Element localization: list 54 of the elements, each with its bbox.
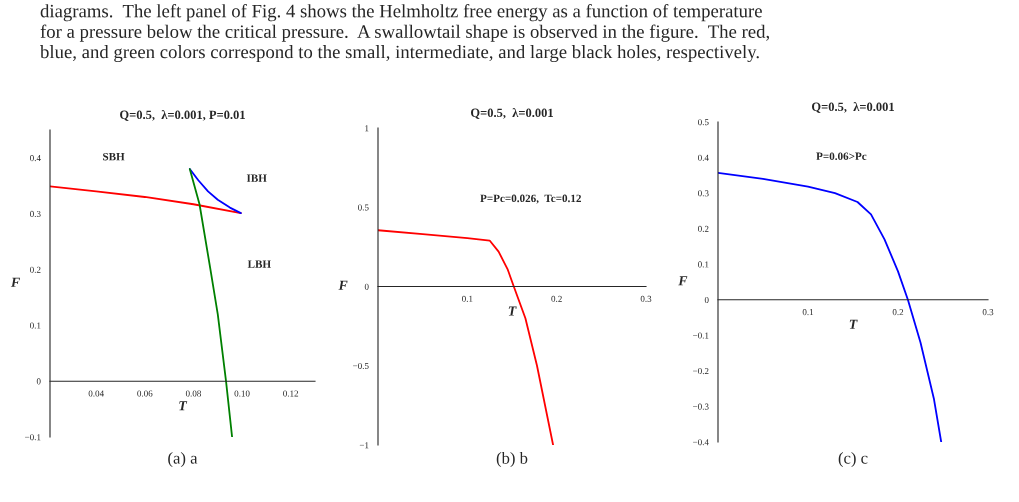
x-tick-label: 0.04 [88,390,104,397]
y-axis-title: F [678,276,688,286]
y-tick-label: 0.5 [698,119,709,126]
annotation: IBH [246,174,267,182]
x-tick-label: 0.2 [551,295,562,302]
y-tick-label: 0.1 [698,261,709,268]
y-tick-label: 0 [36,378,41,385]
x-axis-title: T [508,306,517,316]
x-tick-label: 0.1 [462,295,473,302]
x-axis-title: T [849,319,858,329]
y-tick-label: 0.1 [30,322,41,329]
y-axis-title: F [10,277,20,287]
y-tick-label: −0.1 [693,332,709,339]
y-tick-label: 0.5 [358,204,369,211]
y-axis-title: F [338,280,348,290]
y-tick-label: −0.5 [353,362,369,370]
line-series [718,171,943,442]
x-tick-label: 0.3 [982,309,994,316]
text: (a) a [168,452,198,468]
chart-title: Q=0.5, λ=0.001 [811,102,894,113]
y-tick-label: 0.2 [698,225,709,232]
y-tick-label: 0 [364,283,369,290]
line-series [188,168,234,437]
x-tick-label: 0.1 [802,309,814,316]
text: diagrams. The left panel of Fig. 4 shows the Helmholtz free energy as a function of temperature for a pressure below the critical pressure. A swallowtail shape is observed in the figure. The red, blue, and green colors correspond to the small, intermediate, and large black holes, respectively. [40,4,769,63]
chart-title: Q=0.5, λ=0.001 [470,108,553,119]
x-tick-label: 0.2 [892,309,904,316]
annotation: P=0.06>Pc [816,152,867,161]
y-tick-label: 0.4 [30,155,41,162]
y-tick-label: −0.1 [25,434,41,441]
line-series [188,168,242,215]
y-tick-label: 1 [365,125,369,132]
line-series [50,185,242,215]
annotation: SBH [103,152,125,161]
chart-title: Q=0.5, λ=0.001, P=0.01 [120,110,245,121]
y-tick-label: 0.4 [698,154,709,161]
x-tick-label: 0.08 [185,390,201,397]
x-tick-label: 0.10 [234,390,250,397]
y-tick-label: 0.3 [30,210,41,217]
annotation: LBH [247,260,271,268]
y-tick-label: 0.2 [30,266,41,273]
text: (b) b [496,452,528,468]
y-tick-label: 0.3 [698,190,709,197]
text: (c) c [838,452,868,468]
y-tick-label: −1 [359,442,369,449]
y-tick-label: 0 [704,296,709,303]
annotation: P=Pc=0.026, Tc=0.12 [480,194,581,204]
y-tick-label: −0.3 [693,403,709,410]
x-tick-label: 0.3 [640,295,652,302]
y-tick-label: −0.2 [693,368,709,375]
y-tick-label: −0.4 [693,439,709,446]
x-tick-label: 0.12 [283,390,299,397]
x-axis-title: T [179,401,188,411]
x-tick-label: 0.06 [137,390,153,397]
